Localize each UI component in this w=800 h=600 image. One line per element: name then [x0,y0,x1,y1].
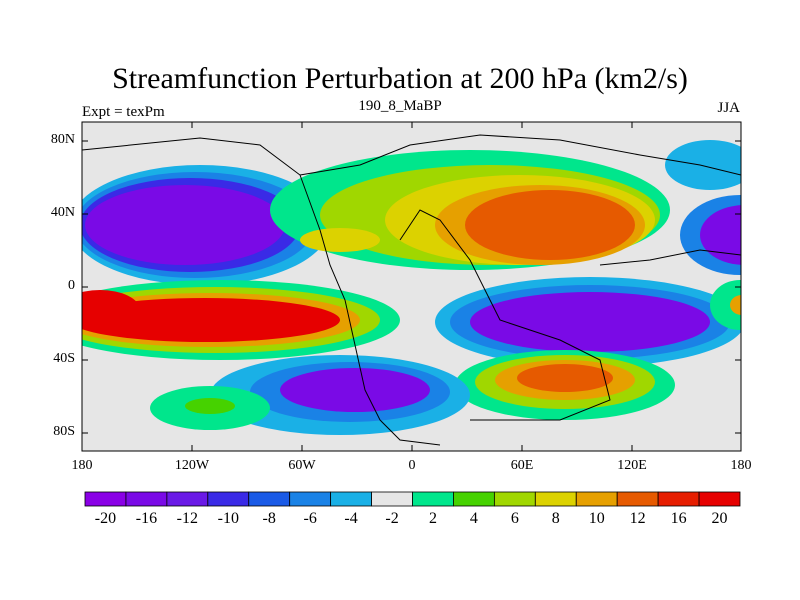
colorbar-label: -2 [385,510,399,527]
lon-label-60e: 60E [510,458,534,473]
colorbar-swatch [453,491,495,507]
colorbar-label: 4 [469,510,478,527]
colorbar-swatch [534,491,577,507]
colorbar-swatch [125,491,168,507]
colorbar-label: -12 [176,510,198,527]
lon-label-180w: 180 [71,458,93,473]
lat-label-40s: 40S [53,351,75,366]
colorbar [84,491,741,507]
lat-label-0: 0 [68,278,75,293]
colorbar-label: 20 [711,510,728,527]
colorbar-label: -8 [262,510,276,527]
colorbar-swatch [698,491,741,507]
colorbar-swatch [207,491,250,507]
lon-label-120w: 120W [174,458,210,473]
colorbar-label: 6 [510,510,519,527]
colorbar-label: -20 [94,510,117,527]
colorbar-swatch [657,491,700,507]
lon-label-60w: 60W [288,458,316,473]
colorbar-label: 16 [670,510,687,527]
lon-label-120e: 120E [617,458,647,473]
colorbar-swatch [84,491,127,507]
lon-label-0: 0 [408,458,416,473]
colorbar-label: 10 [588,510,605,527]
contour-field [82,134,741,446]
axis-ticks [81,122,742,451]
lon-label-180e: 180 [730,458,752,473]
colorbar-swatch [412,491,454,507]
colorbar-label: 8 [551,510,560,527]
lat-label-80s: 80S [53,424,75,439]
colorbar-label: -16 [135,510,158,527]
colorbar-swatch [248,491,291,507]
colorbar-swatch [493,491,536,507]
colorbar-swatch [330,491,372,507]
season-label: JJA [717,100,740,116]
colorbar-swatch [289,491,332,507]
colorbar-swatch [575,491,618,507]
colorbar-swatch [616,491,659,507]
run-label: 190_8_MaBP [358,98,442,114]
colorbar-label: 2 [428,510,437,527]
colorbar-label: -4 [344,510,358,527]
map-title: Streamfunction Perturbation at 200 hPa (… [112,62,688,95]
lat-label-80n: 80N [50,132,75,147]
colorbar-label: -10 [217,510,239,527]
lat-label-40n: 40N [50,205,75,220]
colorbar-label: -6 [303,510,317,527]
colorbar-swatch [166,491,209,507]
experiment-label: Expt = texPm [82,104,165,120]
colorbar-label: 12 [629,510,646,527]
colorbar-swatch [371,491,413,507]
